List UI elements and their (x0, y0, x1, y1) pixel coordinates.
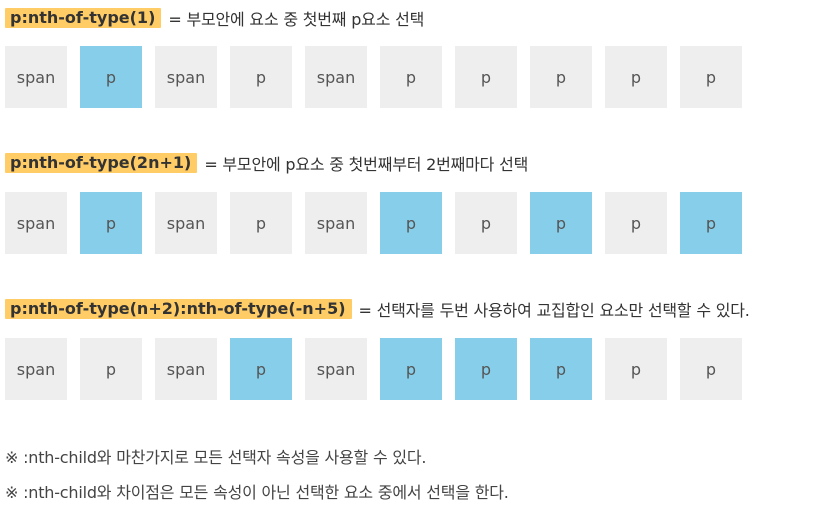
element-box: p (530, 46, 592, 108)
element-box: span (305, 338, 367, 400)
element-box-selected: p (80, 192, 142, 254)
box-row-2: span p span p span p p p p p (5, 192, 755, 254)
note-1: ※ :nth-child와 마찬가지로 모든 선택자 속성을 사용할 수 있다. (5, 448, 427, 467)
element-box: p (605, 192, 667, 254)
element-box-selected: p (380, 192, 442, 254)
element-box: span (5, 192, 67, 254)
box-row-3: span p span p span p p p p p (5, 338, 755, 400)
section-heading-1: p:nth-of-type(1) = 부모안에 요소 중 첫번째 p요소 선택 (5, 7, 424, 29)
element-box-selected: p (80, 46, 142, 108)
element-box-selected: p (530, 338, 592, 400)
element-box: p (230, 192, 292, 254)
element-box-selected: p (680, 192, 742, 254)
element-box: p (680, 338, 742, 400)
element-box-selected: p (230, 338, 292, 400)
section-heading-2: p:nth-of-type(2n+1) = 부모안에 p요소 중 첫번째부터 2… (5, 152, 528, 174)
element-box: span (155, 338, 217, 400)
element-box-selected: p (530, 192, 592, 254)
selector-code: p:nth-of-type(1) (5, 8, 162, 28)
element-box: span (5, 46, 67, 108)
element-box: span (305, 46, 367, 108)
element-box: p (605, 338, 667, 400)
element-box: span (155, 192, 217, 254)
selector-description: = 부모안에 p요소 중 첫번째부터 2번째마다 선택 (204, 155, 529, 174)
element-box: span (305, 192, 367, 254)
note-2: ※ :nth-child와 차이점은 모든 속성이 아닌 선택한 요소 중에서 … (5, 483, 509, 502)
selector-code: p:nth-of-type(2n+1) (5, 153, 198, 173)
element-box-selected: p (455, 338, 517, 400)
element-box: p (80, 338, 142, 400)
box-row-1: span p span p span p p p p p (5, 46, 755, 108)
element-box: p (455, 192, 517, 254)
element-box: p (680, 46, 742, 108)
element-box: span (155, 46, 217, 108)
section-heading-3: p:nth-of-type(n+2):nth-of-type(-n+5) = 선… (5, 298, 750, 320)
selector-description: = 부모안에 요소 중 첫번째 p요소 선택 (168, 10, 425, 29)
element-box-selected: p (380, 338, 442, 400)
element-box: p (380, 46, 442, 108)
element-box: span (5, 338, 67, 400)
selector-description: = 선택자를 두번 사용하여 교집합인 요소만 선택할 수 있다. (358, 301, 750, 320)
element-box: p (455, 46, 517, 108)
element-box: p (230, 46, 292, 108)
selector-code: p:nth-of-type(n+2):nth-of-type(-n+5) (5, 299, 352, 319)
element-box: p (605, 46, 667, 108)
